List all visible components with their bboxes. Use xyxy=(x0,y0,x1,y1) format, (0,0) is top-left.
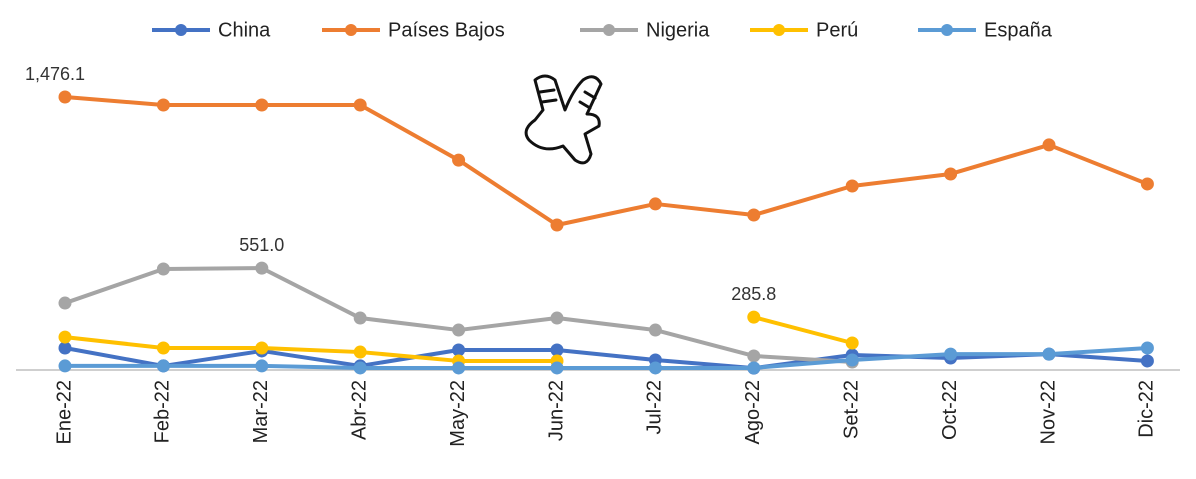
data-point xyxy=(157,359,170,372)
x-tick-label: Abr-22 xyxy=(348,380,370,440)
data-point xyxy=(255,262,268,275)
legend-label: Nigeria xyxy=(646,19,710,41)
x-tick-label: Feb-22 xyxy=(152,380,174,443)
data-point xyxy=(59,359,72,372)
x-tick-label: Dic-22 xyxy=(1136,380,1158,438)
data-point xyxy=(551,361,564,374)
x-tick-label: Set-22 xyxy=(840,380,862,439)
data-point xyxy=(255,341,268,354)
legend-marker xyxy=(941,24,953,36)
data-point xyxy=(59,331,72,344)
data-point xyxy=(255,98,268,111)
data-point xyxy=(157,341,170,354)
x-tick-label: Ene-22 xyxy=(53,380,75,445)
data-point xyxy=(59,297,72,310)
x-tick-label: Nov-22 xyxy=(1037,380,1059,444)
ginger-icon xyxy=(526,76,601,163)
data-point xyxy=(747,361,760,374)
x-tick-label: Ago-22 xyxy=(742,380,764,445)
data-point xyxy=(551,312,564,325)
data-point xyxy=(747,209,760,222)
data-point xyxy=(452,324,465,337)
legend-label: Perú xyxy=(816,19,858,41)
x-tick-label: Jul-22 xyxy=(644,380,666,434)
data-point xyxy=(452,361,465,374)
legend-label: Países Bajos xyxy=(388,19,505,41)
data-point xyxy=(649,324,662,337)
data-point xyxy=(649,197,662,210)
legend-marker xyxy=(773,24,785,36)
data-point xyxy=(1141,354,1154,367)
data-point xyxy=(59,91,72,104)
data-point xyxy=(846,179,859,192)
data-point xyxy=(1043,348,1056,361)
data-point xyxy=(157,263,170,276)
data-point xyxy=(157,98,170,111)
data-point xyxy=(944,348,957,361)
data-point xyxy=(1141,177,1154,190)
data-point xyxy=(649,361,662,374)
legend-marker xyxy=(175,24,187,36)
legend-marker xyxy=(603,24,615,36)
data-point xyxy=(551,219,564,232)
x-tick-label: Mar-22 xyxy=(250,380,272,443)
data-label: 551.0 xyxy=(239,235,284,255)
data-point xyxy=(255,359,268,372)
data-point xyxy=(846,354,859,367)
x-tick-label: Oct-22 xyxy=(939,380,961,440)
series-line xyxy=(65,97,1147,225)
data-point xyxy=(1043,138,1056,151)
data-point xyxy=(747,349,760,362)
data-point xyxy=(452,154,465,167)
data-point xyxy=(354,98,367,111)
legend-marker xyxy=(345,24,357,36)
x-tick-label: Jun-22 xyxy=(545,380,567,441)
legend-label: China xyxy=(218,19,271,41)
data-label: 1,476.1 xyxy=(25,64,85,84)
legend-label: España xyxy=(984,19,1053,41)
data-point xyxy=(944,167,957,180)
x-tick-label: May-22 xyxy=(447,380,469,447)
data-point xyxy=(354,361,367,374)
data-point xyxy=(354,346,367,359)
data-point xyxy=(846,336,859,349)
data-point xyxy=(1141,341,1154,354)
data-point xyxy=(354,312,367,325)
data-label: 285.8 xyxy=(731,284,776,304)
data-point xyxy=(747,311,760,324)
chart: Ene-22 Feb-22 Mar-22 Abr-22 May-22 Jun-22 Jul-… xyxy=(0,0,1196,479)
